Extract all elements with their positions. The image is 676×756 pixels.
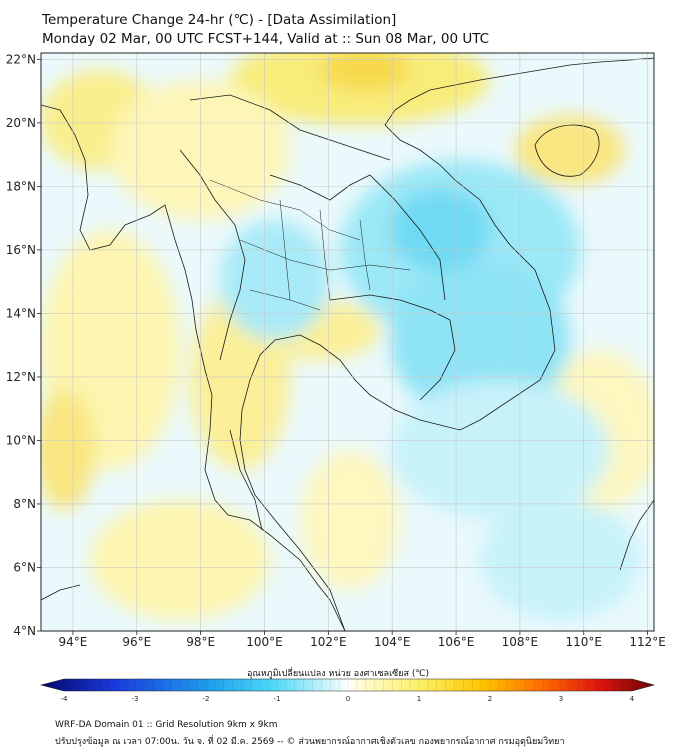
colorbar-tick-label: 3 xyxy=(559,695,563,703)
peninsula-border xyxy=(229,429,263,531)
lon-tick-label: 96°E xyxy=(122,635,151,649)
hainan-coastline xyxy=(534,124,600,177)
colorbar: -4 -3 -2 -1 0 1 2 3 4 xyxy=(39,678,656,703)
lat-tick-label: 14°N xyxy=(6,306,36,320)
lon-tick-label: 110°E xyxy=(566,635,603,649)
lon-tick-label: 94°E xyxy=(58,635,87,649)
lat-tick-label: 4°N xyxy=(13,624,36,638)
lat-tick-label: 22°N xyxy=(6,52,36,66)
lat-tick-label: 20°N xyxy=(6,116,36,130)
gulf-coastline xyxy=(239,57,654,631)
lat-tick-label: 16°N xyxy=(6,243,36,257)
colorbar-ticks: -4 -3 -2 -1 0 1 2 3 4 xyxy=(61,679,635,703)
lon-tick-label: 100°E xyxy=(246,635,283,649)
myanmar-border xyxy=(179,149,246,361)
colorbar-tick-label: 2 xyxy=(488,695,492,703)
colorbar-tick-label: 4 xyxy=(630,695,635,703)
lat-tick-label: 6°N xyxy=(13,560,36,574)
colorbar-bar xyxy=(39,678,656,692)
borneo-coast xyxy=(619,499,654,571)
colorbar-tick-label: -2 xyxy=(203,695,210,703)
colorbar-tick-label: 0 xyxy=(346,695,350,703)
map-title: Temperature Change 24-hr (℃) - [Data Ass… xyxy=(42,12,397,28)
longitude-axis: 94°E 96°E 98°E 100°E 102°E 104°E 106°E 108°E 110… xyxy=(58,631,666,649)
lat-tick-label: 18°N xyxy=(6,179,36,193)
china-border xyxy=(189,94,391,161)
graticule xyxy=(41,53,654,632)
sumatra-coast xyxy=(41,584,81,601)
lat-tick-label: 12°N xyxy=(6,370,36,384)
mainland-coastline xyxy=(41,104,346,631)
lon-tick-label: 98°E xyxy=(186,635,215,649)
footer-credit: ปรับปรุงข้อมูล ณ เวลา 07:00น. วัน จ. ที่… xyxy=(55,737,565,747)
latitude-axis: 22°N 20°N 18°N 16°N 14°N 12°N 10°N 8°N 6°N 4°N xyxy=(6,52,41,638)
colorbar-tick-label: -4 xyxy=(61,695,69,703)
coastline-boundaries xyxy=(41,57,654,631)
lon-tick-label: 104°E xyxy=(374,635,411,649)
colorbar-tick-label: -1 xyxy=(274,695,281,703)
map-subtitle: Monday 02 Mar, 00 UTC FCST+144, Valid at… xyxy=(42,31,490,47)
lon-tick-label: 106°E xyxy=(438,635,475,649)
cambodia-border xyxy=(329,294,456,401)
colorbar-tick-label: 1 xyxy=(417,695,421,703)
map-frame xyxy=(40,52,655,632)
lon-tick-label: 112°E xyxy=(629,635,666,649)
footer-model-info: WRF-DA Domain 01 :: Grid Resolution 9km … xyxy=(55,720,278,730)
lat-tick-label: 10°N xyxy=(6,433,36,447)
colorbar-label: อุณหภูมิเปลี่ยนแปลง หน่วย องศาเซลเซียส (… xyxy=(246,669,430,679)
colorbar-tick-label: -3 xyxy=(132,695,139,703)
lon-tick-label: 108°E xyxy=(502,635,539,649)
lon-tick-label: 102°E xyxy=(310,635,347,649)
temperature-field xyxy=(41,53,654,631)
lat-tick-label: 8°N xyxy=(13,497,36,511)
